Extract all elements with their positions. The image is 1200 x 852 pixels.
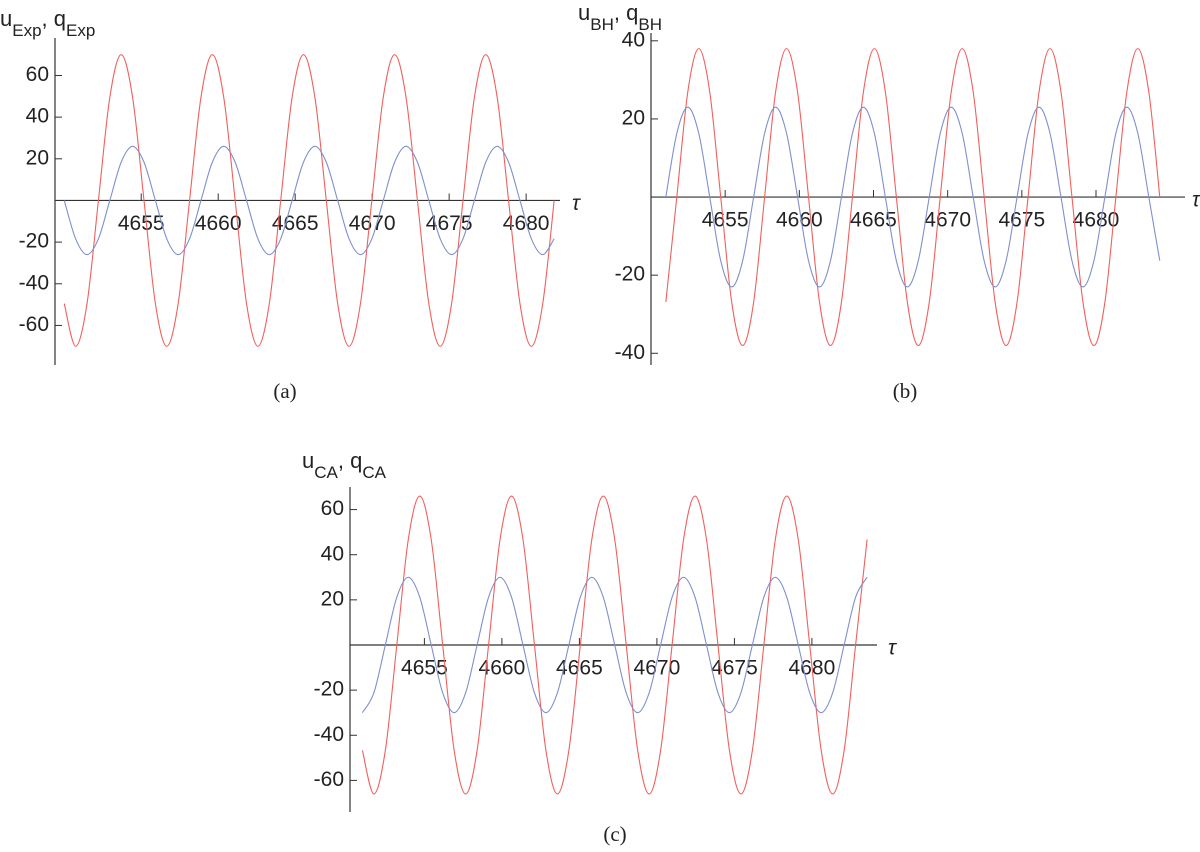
caption: (b) [893, 379, 918, 403]
x-tick-label: 4655 [401, 657, 448, 680]
x-axis-label: τ [888, 637, 897, 660]
x-tick-label: 4675 [998, 209, 1045, 232]
y-tick-label: 40 [26, 105, 49, 128]
y-tick-label: 60 [26, 63, 49, 86]
y-tick-label: -20 [19, 230, 49, 253]
y-axis-label-part: CA [362, 463, 386, 482]
y-tick-label: 60 [321, 497, 344, 520]
y-tick-label: -40 [19, 271, 49, 294]
y-axis-label-part: , [614, 0, 626, 25]
y-tick-label: 20 [321, 587, 344, 610]
x-tick-label: 4655 [118, 212, 165, 235]
caption: (c) [603, 822, 626, 846]
series-line [361, 576, 868, 714]
series-line [665, 48, 1161, 347]
y-tick-label: -40 [615, 341, 645, 364]
x-axis-label: τ [572, 192, 581, 215]
y-tick-label: 40 [321, 542, 344, 565]
y-axis-label-part: u [578, 0, 590, 25]
y-axis-label-part: , [338, 448, 350, 473]
y-axis-label-part: BH [590, 15, 614, 34]
x-tick-label: 4670 [349, 212, 396, 235]
y-axis-label-part: Exp [12, 21, 41, 40]
x-tick-label: 4665 [556, 657, 603, 680]
y-tick-label: -60 [314, 768, 344, 791]
y-axis-label-part: CA [314, 463, 338, 482]
y-axis-label-part: q [626, 0, 638, 25]
x-tick-label: 4670 [924, 209, 971, 232]
y-axis-label-part: u [0, 6, 12, 31]
y-tick-label: 20 [26, 146, 49, 169]
panel: 4655 4660 4665 4670 4675 4680-60-40-20204060τ… [302, 448, 897, 846]
y-axis-label-part: Exp [66, 21, 95, 40]
series-line [361, 495, 868, 795]
y-axis-label-part: u [302, 448, 314, 473]
y-tick-label: -20 [615, 263, 645, 286]
y-axis-label-part: , [42, 6, 54, 31]
panel: 4655 4660 4665 4670 4675 4680 -40 -20 20 40 τ uBH, … [578, 0, 1200, 403]
y-axis-label: uExp, qExp [0, 6, 95, 40]
series-line [63, 54, 555, 347]
x-tick-label: 4660 [195, 212, 242, 235]
y-axis-label: uBH, qBH [578, 0, 662, 34]
y-tick-label: -40 [314, 723, 344, 746]
y-axis-label: uCA, qCA [302, 448, 387, 482]
y-tick-label: 20 [622, 106, 645, 129]
y-axis-label-part: q [350, 448, 362, 473]
y-tick-label: -60 [19, 313, 49, 336]
x-axis-label: τ [1192, 189, 1200, 212]
x-tick-label: 4680 [1073, 209, 1120, 232]
x-tick-label: 4660 [479, 657, 526, 680]
series-line [63, 145, 555, 256]
y-tick-label: -20 [314, 678, 344, 701]
x-tick-label: 4675 [711, 657, 758, 680]
y-axis-label-part: q [54, 6, 66, 31]
y-tick-label: 40 [622, 28, 645, 51]
x-tick-label: 4665 [850, 209, 897, 232]
x-tick-label: 4655 [702, 209, 749, 232]
y-axis-label-part: BH [638, 15, 662, 34]
x-tick-label: 4660 [776, 209, 823, 232]
caption: (a) [273, 379, 296, 403]
panel: 4655 4660 4665 4670 4675 4680-60-40-20204060τ… [0, 6, 581, 403]
series-line [665, 106, 1161, 288]
